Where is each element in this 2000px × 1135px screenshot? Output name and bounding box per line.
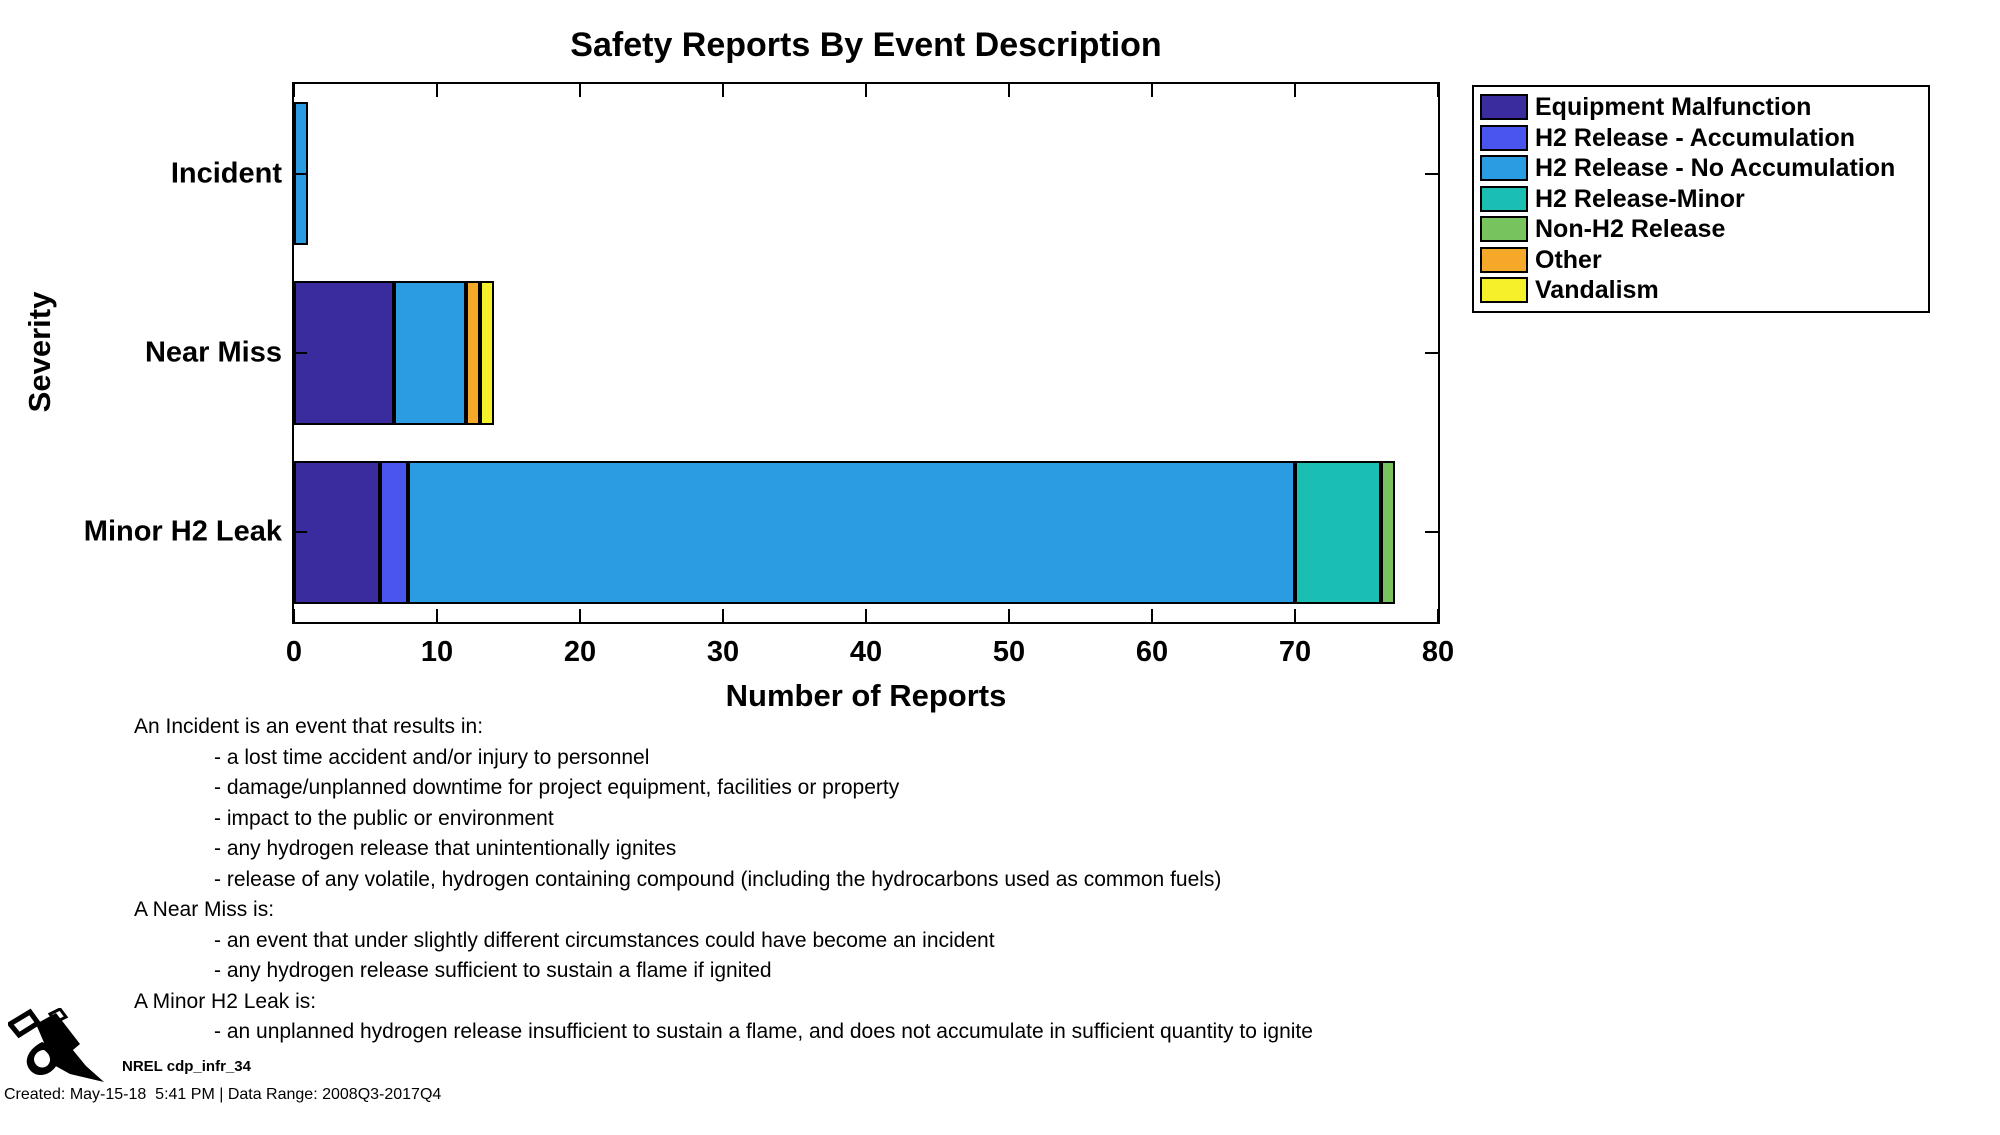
x-tick-mark <box>436 609 438 622</box>
x-tick-label: 80 <box>1421 636 1455 668</box>
definition-line: - impact to the public or environment <box>214 806 554 830</box>
legend-swatch <box>1480 185 1528 212</box>
x-axis-label: Number of Reports <box>725 678 1007 713</box>
x-tick-label: 70 <box>1278 636 1312 668</box>
x-tick-label: 10 <box>420 636 454 668</box>
x-tick-mark <box>865 609 867 622</box>
nrel-dataset-label: NREL cdp_infr_34 <box>122 1058 251 1075</box>
definition-line: A Near Miss is: <box>134 898 275 921</box>
x-tick-label: 50 <box>992 636 1026 668</box>
x-tick-mark <box>1294 84 1296 97</box>
category-label-minor-h2-leak: Minor H2 Leak <box>83 515 282 548</box>
legend-item: Non-H2 Release <box>1480 214 1922 245</box>
legend-item: Vandalism <box>1480 275 1922 306</box>
bar-segment <box>294 281 395 425</box>
x-tick-mark <box>579 609 581 622</box>
plot-inner <box>293 84 1439 622</box>
definition-line: - any hydrogen release that unintentiona… <box>214 837 677 860</box>
legend-item: Equipment Malfunction <box>1480 92 1922 123</box>
legend-item: H2 Release - No Accumulation <box>1480 153 1922 184</box>
y-tick-mark <box>1425 352 1438 354</box>
x-tick-mark <box>1437 609 1439 622</box>
chart-title: Safety Reports By Event Description <box>570 26 1162 64</box>
x-tick-mark <box>293 84 295 97</box>
y-tick-mark <box>294 352 307 354</box>
bar-segment <box>479 281 495 425</box>
y-tick-mark <box>294 531 307 534</box>
definition-line: - an event that under slightly different… <box>214 928 995 952</box>
created-date-range: Created: May-15-18 5:41 PM | Data Range:… <box>4 1086 442 1103</box>
legend-item: H2 Release-Minor <box>1480 184 1922 215</box>
bar-segment <box>465 281 480 425</box>
x-tick-label: 0 <box>285 636 303 668</box>
legend-item: H2 Release - Accumulation <box>1480 123 1922 154</box>
x-tick-mark <box>293 609 295 622</box>
legend: Equipment Malfunction H2 Release - Accumu… <box>1472 85 1930 313</box>
legend-label: Vandalism <box>1535 276 1659 305</box>
x-tick-mark <box>1294 609 1296 622</box>
legend-swatch <box>1480 277 1528 304</box>
definition-line: A Minor H2 Leak is: <box>134 989 317 1013</box>
category-label-near-miss: Near Miss <box>144 336 282 369</box>
plot-area <box>292 82 1440 624</box>
definition-line: - an unplanned hydrogen release insuffic… <box>214 1020 1313 1043</box>
fuel-nozzle-icon <box>8 1008 104 1082</box>
y-tick-mark <box>1425 531 1438 534</box>
y-tick-mark <box>1425 172 1438 175</box>
legend-swatch <box>1480 216 1528 243</box>
legend-label: H2 Release-Minor <box>1535 184 1745 213</box>
x-tick-mark <box>722 84 724 97</box>
legend-swatch <box>1480 155 1528 182</box>
legend-label: Non-H2 Release <box>1535 215 1726 244</box>
x-tick-mark <box>1008 609 1010 622</box>
legend-swatch <box>1480 246 1528 273</box>
legend-item: Other <box>1480 245 1922 276</box>
x-tick-mark <box>865 84 867 97</box>
definition-line: - any hydrogen release sufficient to sus… <box>214 959 772 982</box>
x-tick-label: 30 <box>706 636 740 668</box>
legend-swatch <box>1480 94 1528 121</box>
x-tick-mark <box>436 84 438 97</box>
x-tick-mark <box>722 609 724 622</box>
severity-definitions: An Incident is an event that results in:… <box>134 712 1313 1048</box>
bar-segment <box>1295 460 1381 605</box>
definition-line: - damage/unplanned downtime for project … <box>214 776 900 799</box>
legend-label: H2 Release - Accumulation <box>1535 123 1856 152</box>
legend-label: H2 Release - No Accumulation <box>1535 154 1896 183</box>
x-tick-label: 20 <box>563 636 597 668</box>
bar-segment <box>379 460 409 605</box>
bar-segment <box>1380 460 1396 605</box>
bar-segment <box>294 460 380 605</box>
x-tick-mark <box>1151 84 1153 97</box>
x-tick-label: 40 <box>849 636 883 668</box>
x-tick-label: 60 <box>1135 636 1169 668</box>
x-tick-mark <box>1008 84 1010 97</box>
definition-line: An Incident is an event that results in: <box>134 715 484 738</box>
bar-segment <box>394 281 466 425</box>
legend-label: Other <box>1535 245 1602 274</box>
definition-line: - a lost time accident and/or injury to … <box>214 745 650 769</box>
x-tick-mark <box>579 84 581 97</box>
y-tick-mark <box>294 172 307 175</box>
x-tick-mark <box>1437 84 1439 97</box>
legend-label: Equipment Malfunction <box>1535 93 1812 122</box>
bar-segment <box>408 460 1295 605</box>
legend-swatch <box>1480 124 1528 151</box>
x-tick-mark <box>1151 609 1153 622</box>
category-label-incident: Incident <box>170 157 282 190</box>
definition-line: - release of any volatile, hydrogen cont… <box>214 867 1222 891</box>
